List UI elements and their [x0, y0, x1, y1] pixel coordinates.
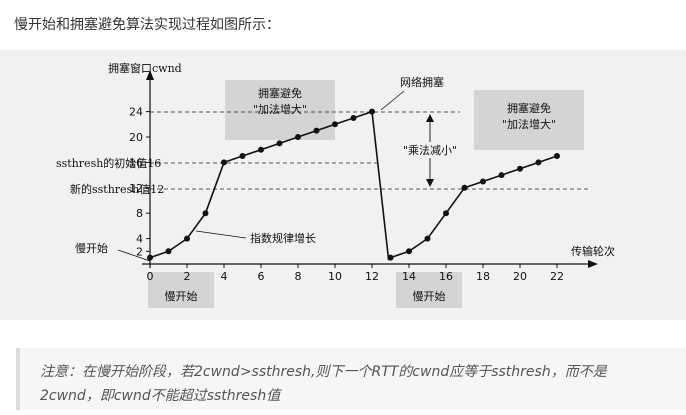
cwnd-point [184, 235, 190, 242]
cwnd-series-line-2 [390, 155, 558, 259]
x-tick-label: 0 [147, 270, 154, 283]
x-tick-label: 20 [513, 270, 527, 283]
x-tick-label: 10 [328, 270, 342, 283]
cwnd-point [313, 127, 320, 134]
slow-start-bottom-2: 慢开始 [413, 289, 446, 303]
y-ticks: 24 8 12 16 20 24 [129, 106, 150, 258]
cwnd-point [165, 248, 172, 255]
tcp-congestion-figure: 拥塞避免 "加法增大" 拥塞避免 "加法增大" 慢开始 慢开始 拥塞窗口cwnd… [0, 50, 686, 320]
ca-box-2 [474, 90, 584, 150]
y-tick-label: 4 [136, 233, 143, 246]
cwnd-point [535, 159, 542, 166]
cwnd-point [387, 254, 394, 261]
cwnd-point [239, 153, 246, 160]
x-tick-label: 22 [550, 270, 564, 283]
cwnd-point [498, 172, 505, 179]
y-tick-label: 16 [129, 156, 143, 169]
cwnd-point [554, 153, 560, 160]
ca-box-2-line1: 拥塞避免 [507, 101, 551, 115]
x-axis-arrow-icon [588, 260, 598, 268]
x-tick-label: 2 [184, 270, 191, 283]
intro-text: 慢开始和拥塞避免算法实现过程如图所示： [14, 17, 280, 33]
decrease-label-bg [392, 142, 468, 158]
y-tick-label: 24 [129, 106, 143, 119]
cwnd-point [295, 134, 301, 140]
x-tick-label: 14 [402, 270, 416, 283]
slow-start-label: 慢开始 [75, 241, 108, 255]
decrease-up-arrow-icon [426, 114, 434, 122]
cwnd-point [406, 248, 412, 255]
y-tick-label: 12 [129, 182, 143, 195]
y-tick-label: 20 [129, 131, 143, 144]
cwnd-point [424, 235, 431, 242]
cwnd-point [258, 146, 264, 153]
congestion-label: 网络拥塞 [400, 75, 444, 89]
cwnd-point [461, 184, 468, 191]
slow-start-bottom-1: 慢开始 [165, 289, 198, 303]
new-ssthresh-label: 新的ssthresh值12 [70, 182, 164, 196]
cwnd-point [221, 159, 227, 166]
cwnd-point [202, 210, 209, 217]
cwnd-point [443, 210, 449, 217]
slow-start-box-1 [148, 272, 214, 308]
multiplicative-decrease-label: "乘法减小" [403, 143, 457, 157]
congestion-window-diagram: 拥塞避免 "加法增大" 拥塞避免 "加法增大" 慢开始 慢开始 拥塞窗口cwnd… [56, 61, 615, 308]
x-axis-label: 传输轮次 [571, 244, 615, 258]
x-tick-label: 12 [365, 270, 379, 283]
cwnd-point [276, 140, 283, 147]
cwnd-point [517, 165, 523, 172]
note-blockquote: 注意：在慢开始阶段，若2cwnd>ssthresh,则下一个RTT的cwnd应等… [16, 348, 686, 410]
cwnd-point [480, 178, 486, 185]
x-tick-label: 16 [439, 270, 453, 283]
decrease-down-arrow-icon [426, 179, 434, 187]
cwnd-point [350, 114, 357, 121]
note-line-1: 注意：在慢开始阶段，若2cwnd>ssthresh,则下一个RTT的cwnd应等… [40, 364, 607, 380]
cwnd-point [369, 108, 375, 115]
y-axis-arrow-icon [146, 70, 154, 80]
ca-box-1-line2: "加法增大" [253, 102, 307, 116]
cwnd-series-line-1 [149, 110, 390, 261]
ca-box-2-line2: "加法增大" [502, 117, 556, 131]
y-axis-label: 拥塞窗口cwnd [108, 61, 182, 75]
cwnd-points [147, 108, 560, 261]
slow-start-pointer [117, 249, 151, 262]
slow-start-box-2 [396, 272, 462, 308]
congestion-pointer [380, 90, 405, 111]
x-tick-label: 18 [476, 270, 490, 283]
exp-growth-pointer [195, 230, 247, 239]
note-line-2: 2cwnd，即cwnd不能超过ssthresh值 [40, 388, 281, 404]
y-tick-label: 2 [136, 245, 143, 258]
x-tick-label: 6 [258, 270, 265, 283]
x-tick-label: 8 [295, 270, 302, 283]
cwnd-point [147, 254, 153, 261]
exp-growth-label: 指数规律增长 [250, 231, 316, 245]
initial-ssthresh-label: ssthresh的初始值16 [56, 156, 161, 170]
y-tick-label: 8 [136, 207, 143, 220]
x-tick-label: 4 [221, 270, 228, 283]
ca-box-1-line1: 拥塞避免 [258, 86, 302, 100]
x-ticks: 0 2 4 6 8 10 12 14 16 18 20 22 [147, 264, 564, 283]
cwnd-point [332, 121, 338, 128]
